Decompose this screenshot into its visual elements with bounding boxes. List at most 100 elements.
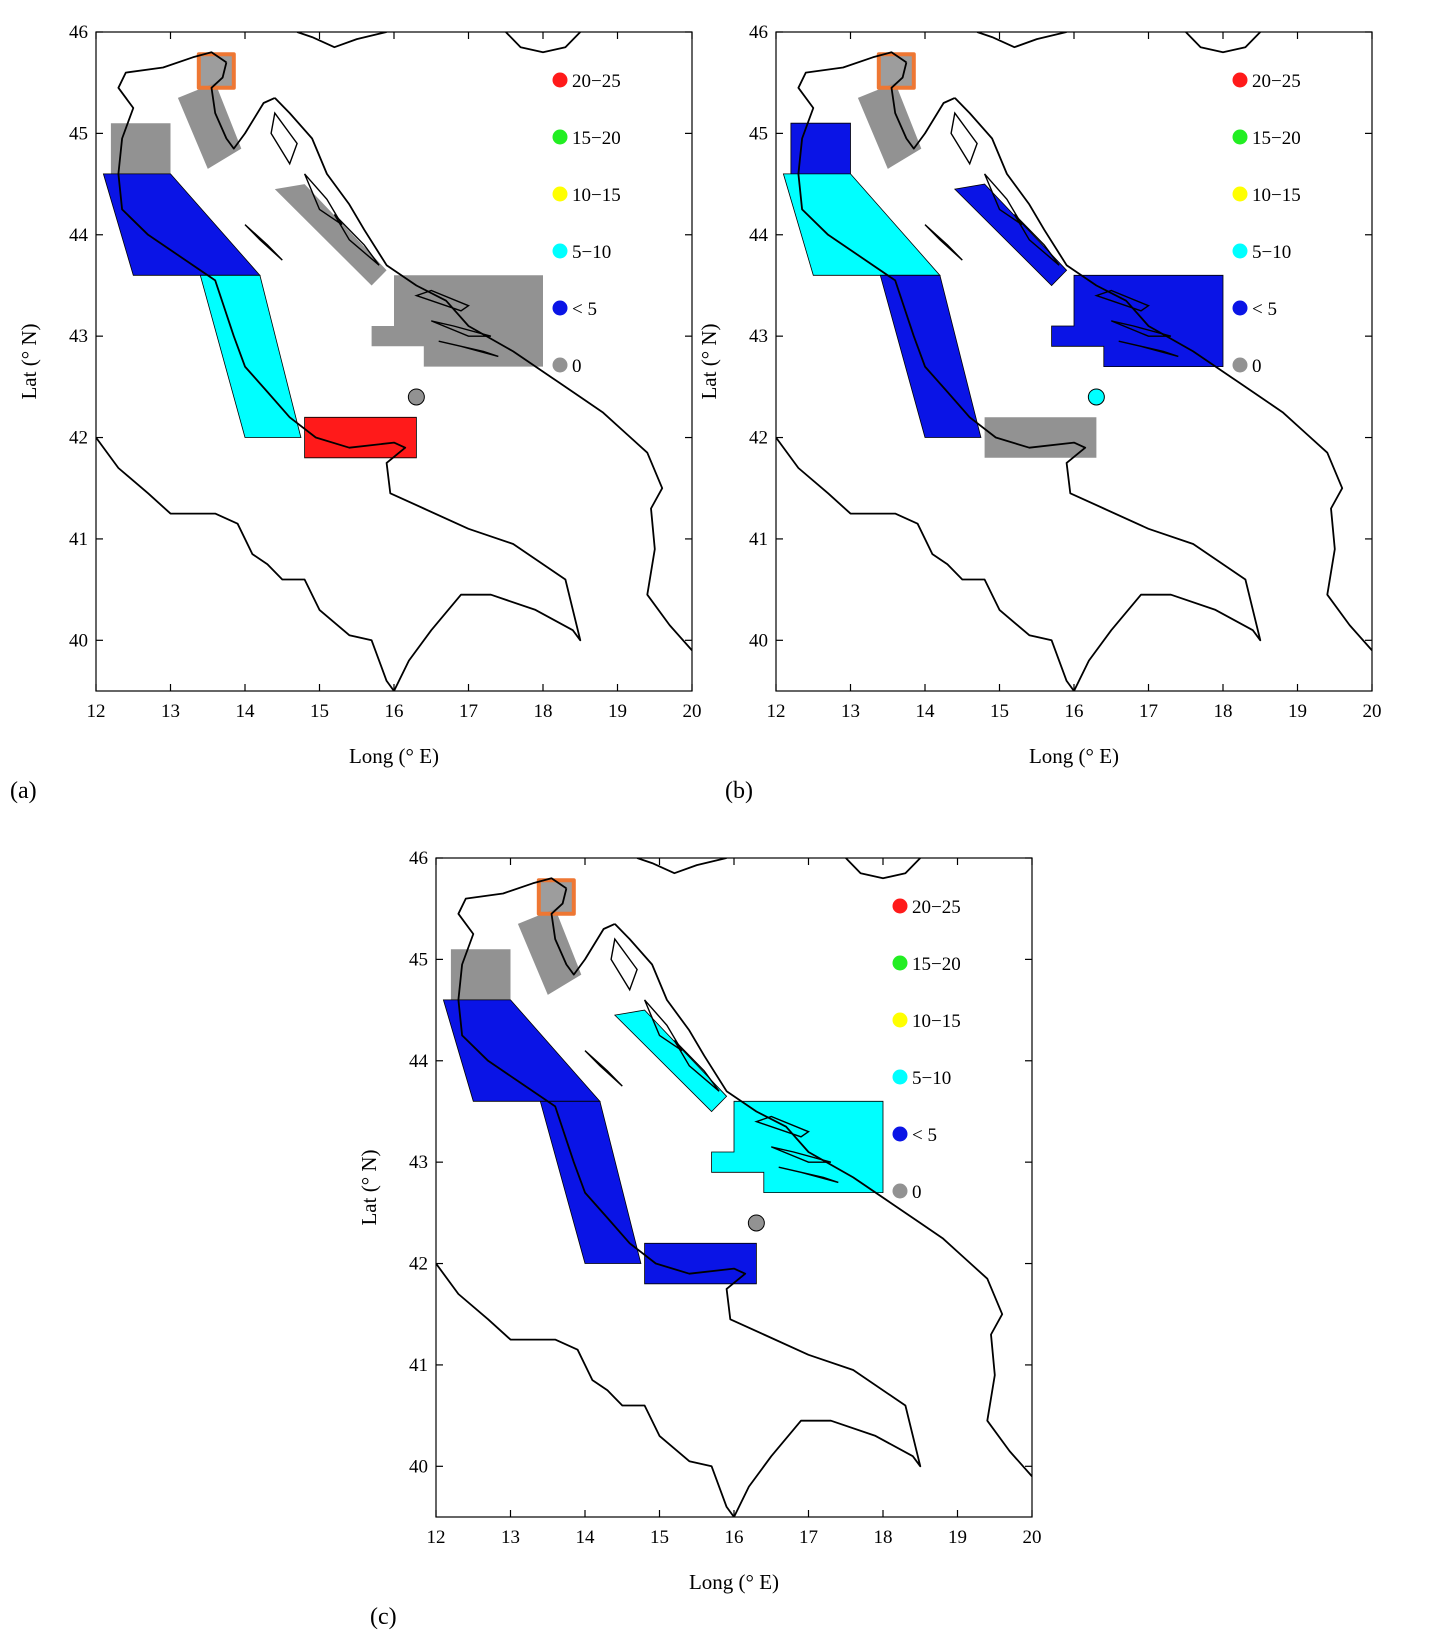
island-outline: [431, 320, 492, 337]
zone-z9: [876, 52, 916, 90]
zone-z3: [442, 999, 601, 1102]
legend-marker: [1232, 186, 1248, 202]
y-tick-label: 43: [409, 1152, 428, 1173]
island-outline: [270, 111, 298, 166]
y-axis-title: Lat (° N): [357, 1149, 381, 1225]
zone-z8: [747, 1214, 765, 1232]
island-outline: [1013, 214, 1060, 266]
zone-z7: [1051, 274, 1224, 368]
x-tick-label: 19: [948, 1527, 967, 1548]
x-axis-title: Long (° E): [1029, 744, 1119, 768]
map-panel-b: 12 13 14 15 16 17 18 19 20 40 41 42 43 44 45 46 Long (° …: [680, 0, 1382, 800]
legend-marker: [892, 898, 908, 914]
y-tick-label: 42: [409, 1254, 428, 1275]
y-tick-label: 42: [749, 428, 768, 449]
zone-z1: [110, 123, 171, 174]
map-panel-a: 12 13 14 15 16 17 18 19 20 40 41 42 43 44 45 46 Long (° …: [0, 0, 702, 800]
y-tick-label: 44: [409, 1051, 429, 1072]
zone-z5: [644, 1242, 757, 1285]
legend-marker: [892, 1183, 908, 1199]
coastline: [505, 32, 581, 54]
zone-fill: [878, 54, 914, 88]
x-tick-label: 19: [608, 701, 627, 722]
legend-label: 0: [1252, 356, 1262, 377]
legend-marker: [1232, 243, 1248, 259]
y-axis-title: Lat (° N): [17, 323, 41, 399]
coastline: [274, 97, 692, 651]
legend-marker: [552, 129, 568, 145]
legend-label: 0: [572, 356, 582, 377]
zone-z4: [879, 274, 982, 438]
legend-marker: [552, 186, 568, 202]
zone-z5: [984, 417, 1097, 458]
panel-label-b: (b): [725, 778, 753, 804]
island-outline: [983, 173, 1023, 226]
x-tick-label: 18: [534, 701, 553, 722]
panel-label-c: (c): [370, 1604, 397, 1630]
zone-z6: [613, 1009, 728, 1113]
legend-marker: [892, 1126, 908, 1142]
legend-label: 20−25: [572, 71, 621, 92]
zone-z5: [304, 416, 417, 459]
x-tick-label: 15: [310, 701, 329, 722]
legend-marker: [1232, 129, 1248, 145]
zone-z2: [517, 908, 582, 995]
coastline: [436, 1262, 735, 1517]
x-tick-label: 15: [990, 701, 1009, 722]
legend-label: 15−20: [912, 954, 961, 975]
legend-label: 10−15: [572, 185, 621, 206]
legend-label: 15−20: [572, 128, 621, 149]
zone-z8: [407, 388, 425, 406]
y-tick-label: 44: [749, 225, 769, 246]
zone-z2: [177, 82, 242, 169]
x-tick-label: 13: [161, 701, 180, 722]
legend-label: 0: [912, 1182, 922, 1203]
y-tick-label: 46: [749, 22, 768, 43]
x-axis-title: Long (° E): [349, 744, 439, 768]
coastline: [96, 436, 395, 691]
zone-z3: [782, 173, 941, 276]
y-tick-label: 41: [409, 1355, 428, 1376]
y-tick-label: 41: [749, 529, 768, 550]
island-outline: [1094, 289, 1150, 312]
map-svg: 12 13 14 15 16 17 18 19 20 40 41 42 43 44 45 46 Long (° …: [17, 22, 702, 768]
island-outline: [584, 1050, 623, 1087]
coastline: [457, 877, 922, 1517]
coastline: [976, 32, 1067, 49]
zone-z1: [450, 949, 511, 1000]
island-outline: [610, 937, 638, 992]
legend-label: < 5: [1252, 299, 1277, 320]
legend-label: 10−15: [912, 1011, 961, 1032]
island-outline: [673, 1040, 720, 1092]
zone-z4: [199, 274, 302, 438]
coastline: [845, 858, 921, 880]
x-tick-label: 20: [1363, 701, 1382, 722]
legend-label: 20−25: [912, 897, 961, 918]
y-tick-label: 40: [749, 630, 768, 651]
legend-marker: [1232, 72, 1248, 88]
x-tick-label: 12: [767, 701, 786, 722]
y-tick-label: 45: [69, 123, 88, 144]
x-tick-label: 17: [459, 701, 478, 722]
island-outline: [244, 224, 283, 261]
x-tick-label: 17: [799, 1527, 818, 1548]
zone-fill: [538, 880, 574, 914]
zone-z6: [953, 183, 1068, 287]
island-outline: [754, 1115, 810, 1138]
x-tick-label: 14: [576, 1527, 596, 1548]
island-outline: [950, 111, 978, 166]
island-outline: [778, 1166, 839, 1184]
y-tick-label: 41: [69, 529, 88, 550]
zone-fill: [198, 54, 234, 88]
x-tick-label: 12: [87, 701, 106, 722]
x-tick-label: 13: [841, 701, 860, 722]
y-tick-label: 40: [69, 630, 88, 651]
coastline: [614, 923, 1032, 1477]
legend-label: 5−10: [572, 242, 611, 263]
zone-z6: [274, 184, 387, 286]
zone-z7: [371, 275, 543, 367]
y-axis-title: Lat (° N): [697, 323, 721, 399]
coastline: [210, 62, 276, 150]
x-tick-label: 14: [916, 701, 936, 722]
island-outline: [438, 340, 499, 358]
